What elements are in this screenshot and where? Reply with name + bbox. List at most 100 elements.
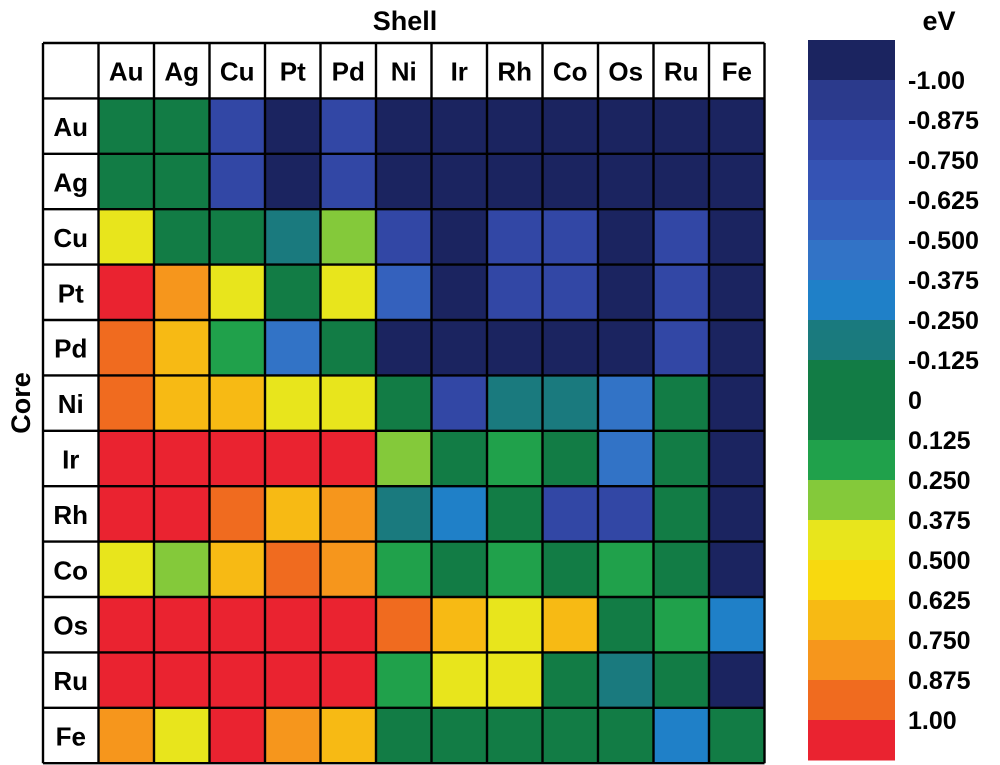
heatmap-cell xyxy=(431,264,487,320)
heatmap-cell xyxy=(154,597,210,653)
x-tick-label: Pt xyxy=(280,57,306,87)
heatmap-cell xyxy=(154,707,210,764)
colorbar-segment xyxy=(808,640,895,681)
heatmap-cell xyxy=(376,320,432,376)
heatmap-cell xyxy=(209,320,265,376)
heatmap-cell xyxy=(431,320,487,376)
y-tick-label: Ni xyxy=(58,389,84,419)
heatmap-cell xyxy=(431,98,487,154)
heatmap-cell xyxy=(598,264,654,320)
heatmap-cell xyxy=(542,597,598,653)
heatmap-cell xyxy=(154,264,210,320)
colorbar-tick-label: 0.500 xyxy=(908,547,971,575)
heatmap-cell xyxy=(265,541,321,597)
y-tick-label: Os xyxy=(53,611,88,641)
heatmap-cell xyxy=(376,375,432,431)
heatmap-cell xyxy=(653,209,709,265)
heatmap-cell xyxy=(653,98,709,154)
y-tick-label: Ru xyxy=(53,666,88,696)
heatmap-cell xyxy=(598,153,654,210)
heatmap-cell xyxy=(431,541,487,597)
colorbar-tick-label: -0.875 xyxy=(908,107,979,135)
heatmap-cell xyxy=(709,375,765,431)
heatmap-cell xyxy=(431,153,487,210)
heatmap-cell xyxy=(154,541,210,597)
heatmap-cell xyxy=(154,209,210,265)
heatmap-cell xyxy=(209,541,265,597)
colorbar-tick-label: 0.625 xyxy=(908,587,971,615)
colorbar-segment xyxy=(808,600,895,641)
heatmap-cell xyxy=(154,153,210,210)
heatmap-cell xyxy=(653,486,709,542)
heatmap-cell xyxy=(598,209,654,265)
colorbar-tick-label: -0.750 xyxy=(908,147,979,175)
colorbar-segment xyxy=(808,360,895,401)
heatmap-cell xyxy=(209,98,265,154)
heatmap-cell xyxy=(487,209,543,265)
heatmap-cell xyxy=(376,707,432,764)
heatmap-cell xyxy=(542,541,598,597)
heatmap-cell xyxy=(320,153,376,210)
heatmap-cell xyxy=(709,320,765,376)
heatmap-cell xyxy=(98,320,154,376)
heatmap-cell xyxy=(320,652,376,708)
heatmap-cell xyxy=(431,597,487,653)
corner-cell xyxy=(43,43,99,99)
colorbar-tick-label: -0.500 xyxy=(908,227,979,255)
heatmap-cell xyxy=(265,652,321,708)
colorbar-segment xyxy=(808,280,895,321)
heatmap-cell xyxy=(653,707,709,764)
x-tick-label: Pd xyxy=(332,57,365,87)
y-tick-label: Fe xyxy=(56,722,86,752)
colorbar-tick-label: -0.625 xyxy=(908,187,979,215)
x-tick-label: Ir xyxy=(451,57,468,87)
heatmap-cell xyxy=(653,264,709,320)
colorbar-segment xyxy=(808,120,895,161)
heatmap-cell xyxy=(598,375,654,431)
heatmap-cell xyxy=(431,486,487,542)
colorbar-tick-label: 0 xyxy=(908,387,922,415)
heatmap-grid: Au Ag Cu Pt Pd Ni Ir Rh Co Os Ru Fe Au Ag Cu Pt Pd Ni Ir Rh… xyxy=(41,41,766,765)
heatmap-cell xyxy=(265,430,321,487)
heatmap-cell xyxy=(598,541,654,597)
heatmap-cell xyxy=(154,652,210,708)
heatmap-cell xyxy=(98,264,154,320)
heatmap-cell xyxy=(431,375,487,431)
colorbar-tick-label: -0.125 xyxy=(908,347,979,375)
colorbar-unit-label: eV xyxy=(922,6,955,36)
heatmap-cell xyxy=(431,707,487,764)
heatmap-cell xyxy=(320,320,376,376)
heatmap-cell xyxy=(320,264,376,320)
colorbar-tick-label: 0.250 xyxy=(908,467,971,495)
heatmap-cell xyxy=(376,597,432,653)
heatmap-cell xyxy=(320,707,376,764)
y-axis-title: Core xyxy=(6,372,36,434)
colorbar-segment xyxy=(808,320,895,361)
heatmap-cell xyxy=(209,375,265,431)
x-axis-title: Shell xyxy=(373,6,438,36)
heatmap-cell xyxy=(598,98,654,154)
heatmap-cell xyxy=(709,707,765,764)
y-tick-label: Rh xyxy=(53,500,88,530)
x-tick-label: Co xyxy=(553,57,588,87)
heatmap-cell xyxy=(320,98,376,154)
heatmap-cell xyxy=(209,430,265,487)
heatmap-cell xyxy=(265,486,321,542)
heatmap-cell xyxy=(98,707,154,764)
heatmap-cell xyxy=(320,430,376,487)
colorbar-segment xyxy=(808,560,895,601)
heatmap-cell xyxy=(653,320,709,376)
heatmap-cell xyxy=(653,652,709,708)
heatmap-cell xyxy=(598,652,654,708)
heatmap-cell xyxy=(487,486,543,542)
heatmap-cell xyxy=(431,209,487,265)
heatmap-cell xyxy=(209,652,265,708)
heatmap-cell xyxy=(265,320,321,376)
heatmap-cell xyxy=(542,652,598,708)
heatmap-cell xyxy=(653,375,709,431)
y-tick-label: Pd xyxy=(54,334,87,364)
heatmap-cell xyxy=(265,597,321,653)
heatmap-cell xyxy=(709,486,765,542)
heatmap-cell xyxy=(542,264,598,320)
heatmap-cell xyxy=(487,652,543,708)
